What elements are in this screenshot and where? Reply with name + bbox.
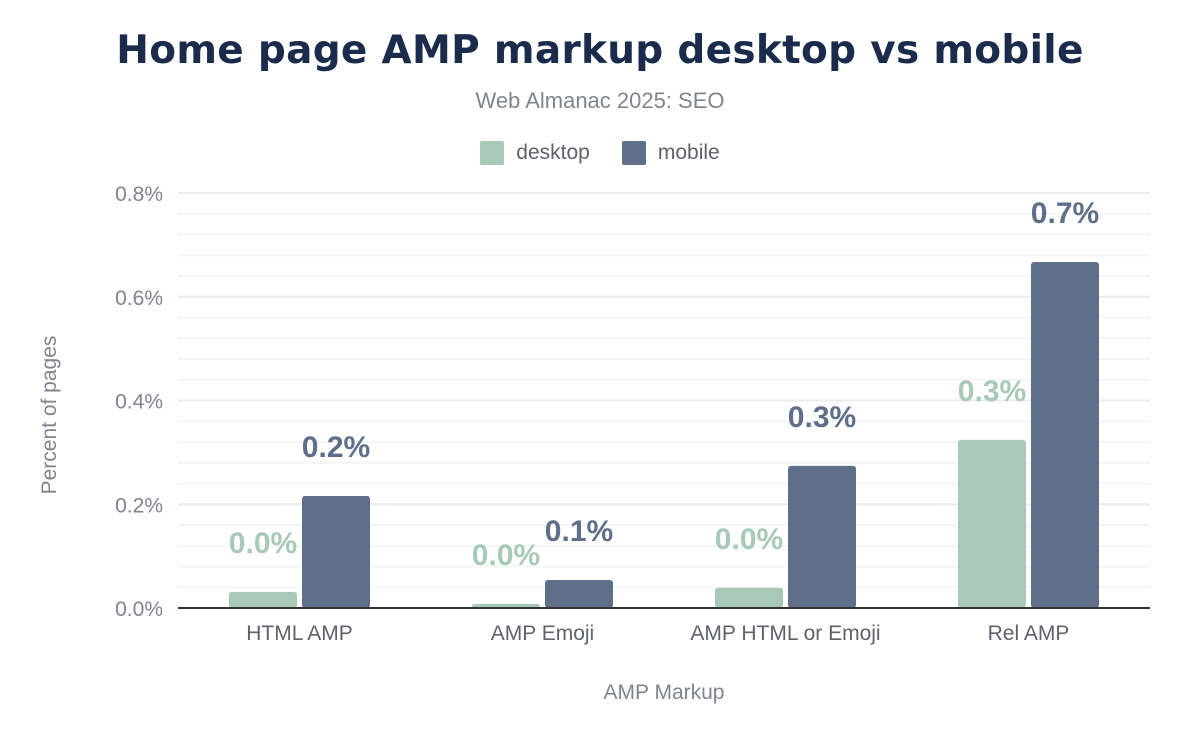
y-tick-label: 0.2% (115, 494, 163, 517)
data-label-desktop: 0.0% (229, 527, 297, 560)
bar-desktop (958, 439, 1026, 608)
y-tick-label: 0.0% (115, 598, 163, 621)
bar-mobile (302, 495, 370, 608)
chart-title: Home page AMP markup desktop vs mobile (116, 28, 1084, 73)
bar-mobile (788, 465, 856, 608)
x-tick-label: HTML AMP (246, 622, 353, 645)
y-tick-label: 0.8% (115, 183, 163, 206)
legend-swatch-mobile (621, 141, 646, 165)
x-tick-label: AMP HTML or Emoji (690, 622, 880, 645)
bar-desktop (715, 587, 783, 608)
data-label-mobile: 0.7% (1031, 197, 1099, 230)
legend-swatch-desktop (480, 141, 505, 165)
legend-label-desktop: desktop (516, 141, 590, 164)
x-axis-title: AMP Markup (604, 681, 725, 704)
legend-item-desktop[interactable]: desktop (480, 141, 590, 165)
data-label-desktop: 0.0% (472, 539, 540, 572)
bar-desktop (472, 603, 540, 608)
legend: desktop mobile (0, 141, 1200, 165)
x-tick-label: Rel AMP (988, 622, 1070, 645)
legend-item-mobile[interactable]: mobile (621, 141, 720, 165)
data-label-mobile: 0.3% (788, 401, 856, 434)
data-label-desktop: 0.0% (715, 523, 783, 556)
y-axis-title: Percent of pages (38, 336, 61, 495)
bar-mobile (545, 579, 613, 608)
y-tick-label: 0.6% (115, 287, 163, 310)
data-label-mobile: 0.1% (545, 515, 613, 548)
data-label-desktop: 0.3% (958, 375, 1026, 408)
x-tick-label: AMP Emoji (491, 622, 594, 645)
legend-label-mobile: mobile (657, 141, 720, 164)
bar-desktop (229, 591, 297, 608)
y-tick-label: 0.4% (115, 391, 163, 414)
bar-mobile (1031, 261, 1099, 608)
chart-subtitle: Web Almanac 2025: SEO (475, 88, 725, 113)
data-label-mobile: 0.2% (302, 431, 370, 464)
